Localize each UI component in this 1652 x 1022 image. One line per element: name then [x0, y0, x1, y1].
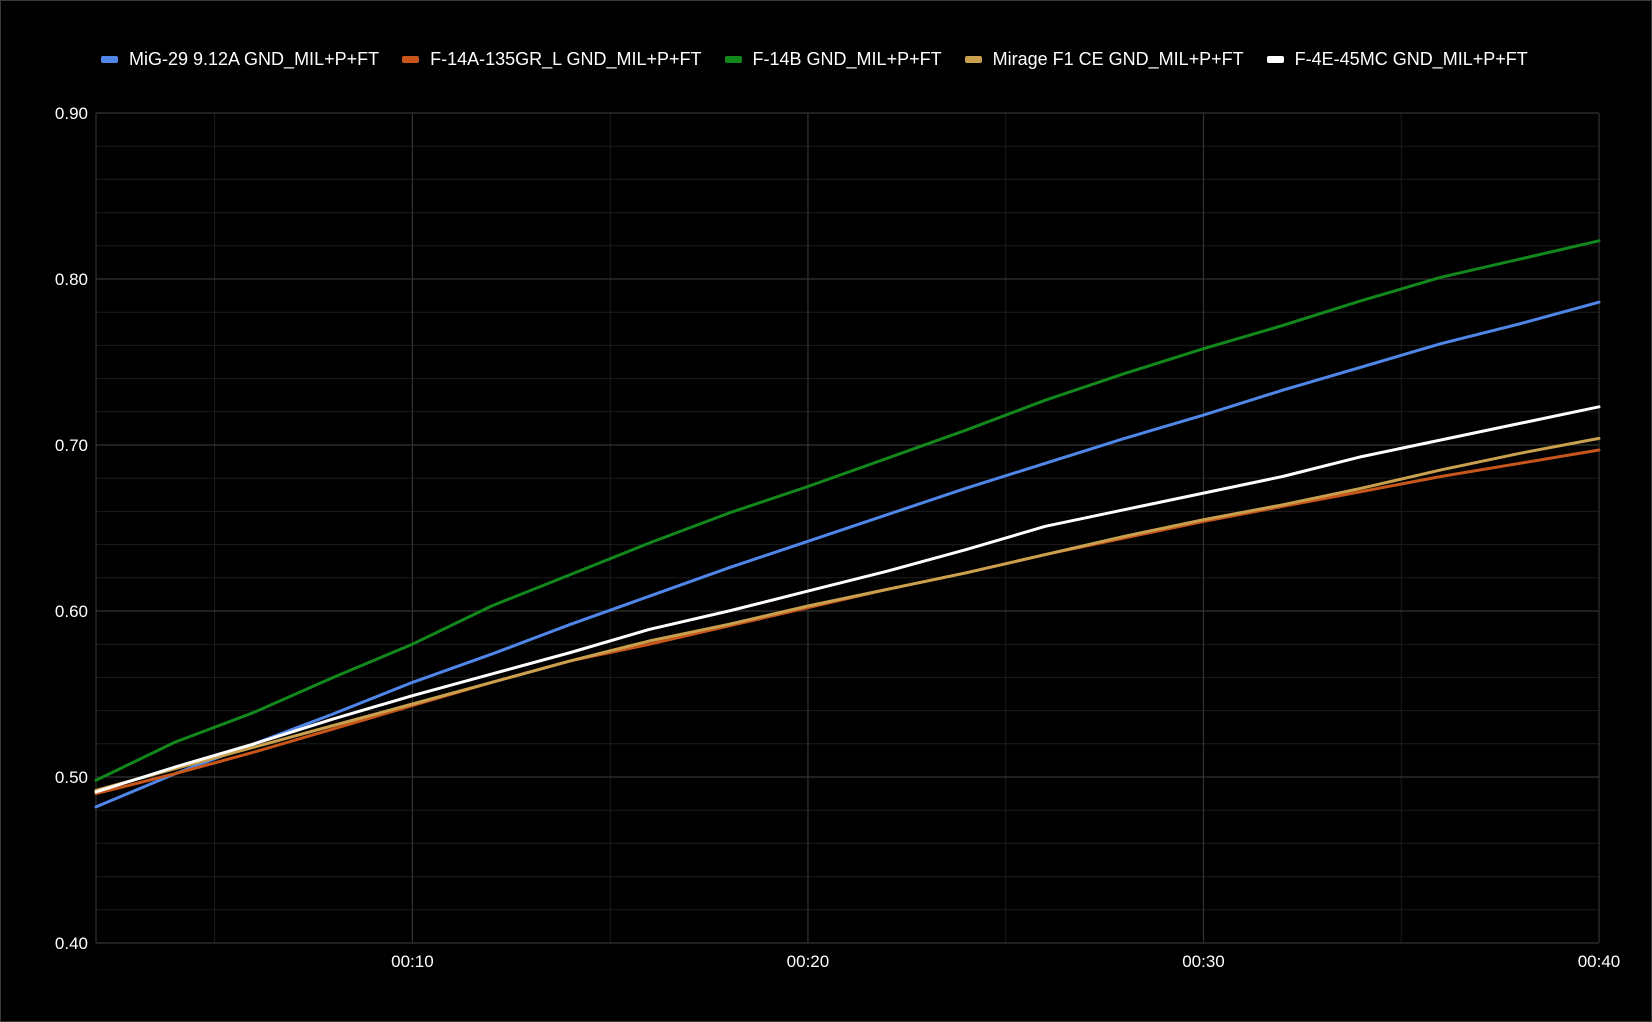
legend-label: F-14A-135GR_L GND_MIL+P+FT — [430, 49, 702, 69]
series-line — [94, 436, 1601, 792]
legend-label: MiG-29 9.12A GND_MIL+P+FT — [129, 49, 380, 69]
legend-label: F-14B GND_MIL+P+FT — [752, 49, 942, 69]
legend-swatch — [402, 56, 420, 63]
legend-swatch — [101, 56, 118, 63]
series-line — [94, 300, 1601, 809]
x-tick-label: 00:40 — [1578, 952, 1621, 971]
legend-label: F-4E-45MC GND_MIL+P+FT — [1294, 49, 1528, 69]
y-tick-label: 0.40 — [55, 934, 88, 953]
x-tick-label: 00:10 — [391, 952, 434, 971]
chart-legend: MiG-29 9.12A GND_MIL+P+FT F-14A-135GR_L G… — [101, 49, 1551, 70]
y-tick-label: 0.80 — [55, 270, 88, 289]
series-line — [94, 405, 1601, 794]
legend-item: F-4E-45MC GND_MIL+P+FT — [1266, 49, 1528, 70]
y-axis-labels: 0.40 0.50 0.60 0.70 0.80 0.90 — [55, 104, 88, 953]
y-tick-label: 0.50 — [55, 768, 88, 787]
legend-label: Mirage F1 CE GND_MIL+P+FT — [992, 49, 1244, 69]
legend-swatch — [964, 56, 982, 63]
x-axis-labels: 00:10 00:20 00:30 00:40 — [391, 952, 1620, 971]
legend-swatch — [1266, 56, 1284, 63]
series-line — [94, 239, 1601, 782]
legend-swatch — [724, 56, 742, 63]
legend-item: Mirage F1 CE GND_MIL+P+FT — [964, 49, 1244, 70]
minor-grid — [96, 113, 1599, 943]
x-tick-label: 00:20 — [787, 952, 830, 971]
legend-item: F-14B GND_MIL+P+FT — [724, 49, 942, 70]
y-tick-label: 0.70 — [55, 436, 88, 455]
legend-item: F-14A-135GR_L GND_MIL+P+FT — [402, 49, 702, 70]
legend-item: MiG-29 9.12A GND_MIL+P+FT — [101, 49, 379, 70]
series-lines — [94, 239, 1601, 809]
major-grid — [95, 112, 1600, 944]
series-line — [94, 448, 1601, 796]
x-tick-label: 00:30 — [1182, 952, 1225, 971]
y-tick-label: 0.90 — [55, 104, 88, 123]
y-tick-label: 0.60 — [55, 602, 88, 621]
